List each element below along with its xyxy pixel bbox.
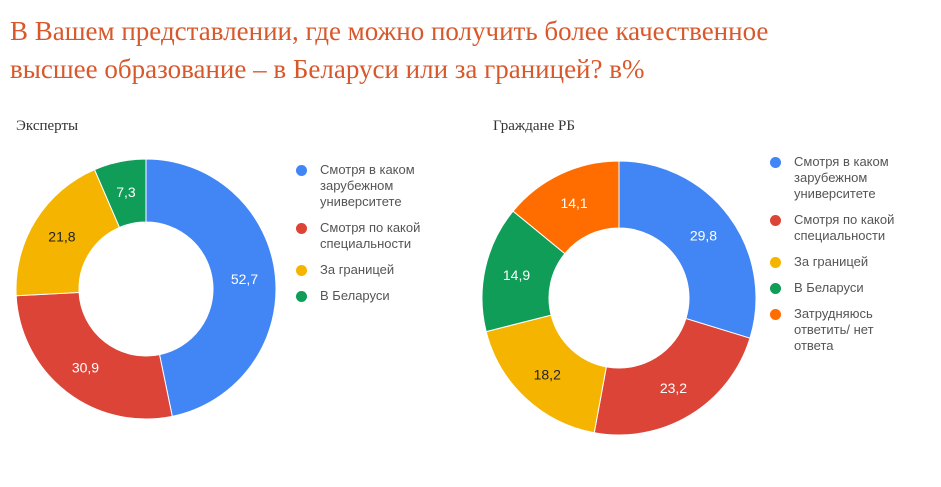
legend-item: Смотря в каком зарубежном университете [770,154,930,202]
slice-value-label: 14,1 [560,195,587,211]
legend-label: ответить/ нет [794,322,874,337]
legend-label: ответа [794,338,834,353]
slice-value-label: 18,2 [534,367,561,383]
slice-value-label: 29,8 [690,228,717,244]
legend-item: Смотря по какой специальности [770,212,930,244]
citizens-chart-title: Граждане РБ [493,118,575,134]
experts-panel: Эксперты 52,7 30,9 21,8 7,3 Смотря в каком з… [8,112,478,472]
legend-swatch [296,223,307,234]
legend-swatch [770,283,781,294]
legend-label: специальности [320,236,412,251]
legend-swatch [770,157,781,168]
legend-label: Затрудняюсь [794,306,873,321]
legend-swatch [770,215,781,226]
experts-donut-chart: 52,7 30,9 21,8 7,3 [15,158,277,420]
legend-swatch [770,257,781,268]
donut-slice-4 [93,158,147,229]
slice-value-label: 23,2 [660,380,687,396]
legend-label: Смотря по какой [794,212,895,227]
legend-item: Смотря по какой специальности [296,220,466,252]
legend-swatch [296,291,307,302]
citizens-donut-chart: 29,8 23,2 18,2 14,9 14,1 [481,160,757,436]
slice-value-label: 14,9 [503,267,530,283]
title-line-1: В Вашем представлении, где можно получит… [10,16,769,46]
donut-slice-2 [15,291,173,420]
legend-item: В Беларуси [770,280,930,296]
slice-value-label: 21,8 [48,229,75,245]
legend-label: Смотря по какой [320,220,421,235]
legend-swatch [296,265,307,276]
legend-label: университете [320,194,402,209]
legend-swatch [296,165,307,176]
legend-label: За границей [794,254,869,269]
citizens-legend: Смотря в каком зарубежном университете Смот… [770,154,930,364]
page-title: В Вашем представлении, где можно получит… [10,12,935,88]
slice-value-label: 52,7 [231,271,258,287]
legend-label: Смотря в каком [794,154,889,169]
legend-label: Смотря в каком [320,162,415,177]
title-line-2: высшее образование – в Беларуси или за г… [10,54,645,84]
donut-slice-1 [145,158,277,417]
legend-label: специальности [794,228,886,243]
legend-item: Затрудняюсь ответить/ нет ответа [770,306,930,354]
legend-label: университете [794,186,876,201]
slice-value-label: 7,3 [116,184,136,200]
donut-slice-5 [512,160,620,255]
legend-label: зарубежном [794,170,868,185]
donut-slice-2 [593,317,751,436]
legend-label: В Беларуси [320,288,390,303]
legend-swatch [770,309,781,320]
slice-value-label: 30,9 [72,359,99,375]
legend-label: зарубежном [320,178,394,193]
legend-label: В Беларуси [794,280,864,295]
donut-slice-3 [485,314,607,434]
legend-label: За границей [320,262,395,277]
legend-item: За границей [770,254,930,270]
experts-chart-title: Эксперты [16,118,79,134]
experts-legend: Смотря в каком зарубежном университете Смот… [296,162,466,314]
donut-slice-3 [15,168,121,297]
donut-slice-1 [618,160,757,339]
legend-item: За границей [296,262,466,278]
legend-item: Смотря в каком зарубежном университете [296,162,466,210]
legend-item: В Беларуси [296,288,466,304]
citizens-panel: Граждане РБ 29,8 23,2 18,2 14,9 14,1 Смотря … [478,112,933,472]
